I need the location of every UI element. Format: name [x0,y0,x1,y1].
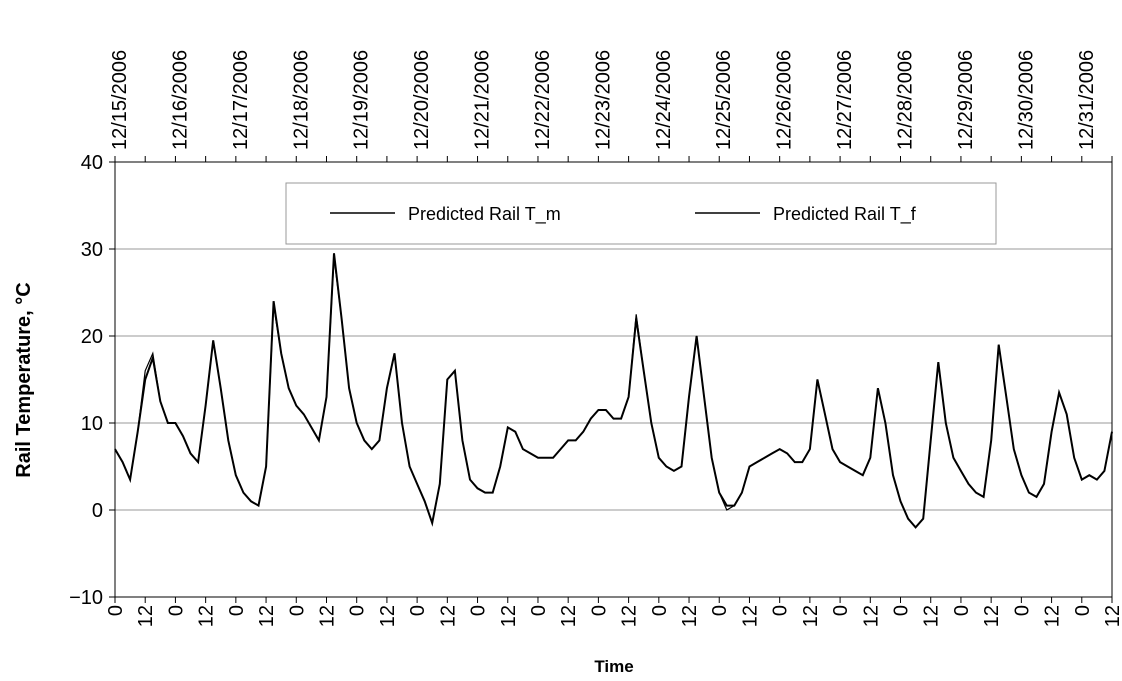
x-tick-label: 12 [860,605,882,627]
x-tick-label: 12 [1102,605,1122,627]
x2-tick-label: 12/24/2006 [653,50,675,150]
x2-tick-label: 12/18/2006 [290,50,312,150]
x2-tick-label: 12/23/2006 [592,50,614,150]
x-tick-label: 12 [558,605,580,627]
x-tick-label: 12 [437,605,459,627]
x-tick-label: 12 [196,605,218,627]
x-tick-label: 0 [649,605,671,616]
plot-frame [114,161,1113,598]
x-tick-label: 0 [588,605,610,616]
x-tick-label: 0 [891,605,913,616]
x-tick-label: 12 [377,605,399,627]
x2-tick-label: 12/17/2006 [230,50,252,150]
x-tick-label: 0 [347,605,369,616]
y-axis-label: Rail Temperature, °C [13,282,35,477]
x2-tick-label: 12/19/2006 [351,50,373,150]
legend-box [285,182,997,245]
x-tick-label: 12 [135,605,157,627]
x-tick-label: 0 [165,605,187,616]
x-tick-label: 0 [1072,605,1094,616]
x-tick-label: 12 [800,605,822,627]
x-tick-label: 0 [1011,605,1033,616]
x-tick-label: 0 [226,605,248,616]
x2-tick-label: 12/26/2006 [774,50,796,150]
legend-label: Predicted Rail T_f [773,204,917,225]
x-tick-label: 12 [1042,605,1064,627]
x2-tick-label: 12/22/2006 [532,50,554,150]
x2-tick-label: 12/30/2006 [1015,50,1037,150]
x-tick-label: 12 [739,605,761,627]
x2-tick-label: 12/29/2006 [955,50,977,150]
x2-tick-label: 12/15/2006 [109,50,131,150]
y-tick-label: −10 [69,587,103,609]
x-tick-label: 0 [951,605,973,616]
x-tick-label: 0 [407,605,429,616]
legend-label: Predicted Rail T_m [408,204,561,225]
y-tick-label: 10 [81,413,103,435]
x-tick-label: 12 [256,605,278,627]
y-tick-label: 30 [81,239,103,261]
x2-tick-label: 12/20/2006 [411,50,433,150]
y-tick-label: 20 [81,326,103,348]
x-tick-label: 0 [528,605,550,616]
x-tick-label: 12 [498,605,520,627]
x-tick-label: 0 [286,605,308,616]
y-tick-label: 0 [92,500,103,522]
x-tick-label: 12 [619,605,641,627]
series-line [114,257,1113,529]
x-tick-label: 12 [316,605,338,627]
x-tick-label: 0 [830,605,852,616]
x2-tick-label: 12/21/2006 [472,50,494,150]
x2-tick-label: 12/25/2006 [713,50,735,150]
x2-tick-label: 12/16/2006 [169,50,191,150]
x2-tick-label: 12/28/2006 [895,50,917,150]
series-line [114,253,1113,529]
x-tick-label: 12 [921,605,943,627]
x-tick-label: 0 [468,605,490,616]
x-axis-label: Time [594,657,633,676]
x-tick-label: 0 [105,605,127,616]
x-tick-label: 0 [709,605,731,616]
x-tick-label: 12 [981,605,1003,627]
x-tick-label: 12 [679,605,701,627]
y-tick-label: 40 [81,152,103,174]
x-tick-label: 0 [770,605,792,616]
x2-tick-label: 12/27/2006 [834,50,856,150]
x2-tick-label: 12/31/2006 [1076,50,1098,150]
